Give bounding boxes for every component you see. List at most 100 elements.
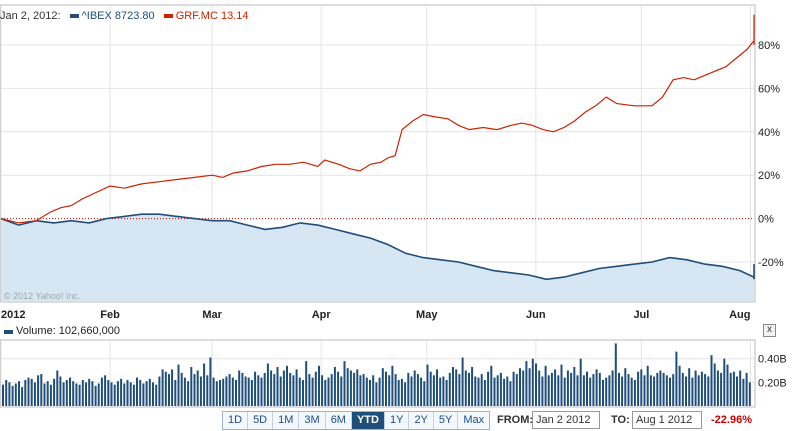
change-percent: -22.96% bbox=[711, 414, 752, 426]
volume-bar bbox=[235, 380, 237, 406]
y-axis-ticks: 80% 60% 40% 20% 0% -20% bbox=[758, 40, 784, 269]
volume-bar bbox=[27, 377, 30, 406]
volume-bar bbox=[573, 367, 576, 406]
volume-bar bbox=[164, 371, 167, 406]
volume-bar bbox=[110, 382, 113, 406]
close-volume-button[interactable]: x bbox=[763, 324, 776, 337]
volume-bar bbox=[669, 377, 671, 406]
volume-bar bbox=[222, 378, 225, 406]
volume-bar bbox=[633, 380, 636, 406]
volume-bar bbox=[215, 381, 218, 406]
range-button-1y[interactable]: 1Y bbox=[384, 412, 410, 429]
volume-bar bbox=[579, 358, 582, 406]
volume-bar bbox=[410, 376, 413, 406]
to-date-input[interactable]: Aug 1 2012 bbox=[632, 411, 702, 429]
volume-bar bbox=[550, 372, 553, 406]
volume-bar bbox=[547, 375, 550, 406]
volume-bar bbox=[132, 384, 135, 406]
legend-grf: GRF.MC 13.14 bbox=[175, 10, 249, 23]
range-button-5y[interactable]: 5Y bbox=[433, 412, 459, 429]
legend: Jan 2, 2012: ^IBEX 8723.80 GRF.MC 13.14 bbox=[0, 10, 248, 22]
volume-bar bbox=[139, 380, 142, 406]
volume-bar bbox=[672, 374, 675, 406]
volume-bar bbox=[490, 365, 493, 406]
volume-bar bbox=[78, 384, 81, 406]
range-button-6m[interactable]: 6M bbox=[325, 412, 352, 429]
volume-bar bbox=[404, 382, 407, 406]
volume-bar bbox=[442, 376, 445, 406]
volume-bar bbox=[385, 371, 387, 406]
volume-bar bbox=[113, 384, 116, 406]
volume-bar bbox=[225, 376, 228, 406]
range-button-3m[interactable]: 3M bbox=[299, 412, 326, 429]
legend-swatch-grf bbox=[163, 14, 173, 19]
volume-bar bbox=[716, 370, 719, 406]
volume-bar bbox=[199, 376, 202, 406]
volume-bar bbox=[570, 372, 573, 406]
volume-bar bbox=[487, 371, 490, 406]
volume-bar bbox=[295, 369, 298, 406]
volume-bar bbox=[62, 382, 65, 406]
volume-bar bbox=[190, 367, 193, 406]
volume-bar bbox=[318, 365, 320, 406]
volume-bar bbox=[471, 367, 474, 406]
volume-bar bbox=[123, 383, 126, 406]
x-tick-label: Feb bbox=[100, 309, 120, 321]
range-button-1m[interactable]: 1M bbox=[273, 412, 300, 429]
volume-bar bbox=[726, 364, 729, 406]
volume-bar bbox=[748, 382, 751, 406]
volume-bar bbox=[713, 363, 716, 406]
volume-bar bbox=[59, 376, 62, 406]
volume-bar bbox=[624, 368, 627, 406]
volume-bar bbox=[97, 383, 100, 406]
range-button-max[interactable]: Max bbox=[458, 412, 490, 429]
volume-bar bbox=[528, 368, 531, 406]
volume-bar bbox=[688, 368, 691, 406]
volume-bar bbox=[257, 375, 260, 406]
volume-bar bbox=[148, 378, 151, 406]
from-label: FROM: bbox=[497, 414, 534, 426]
volume-bar bbox=[512, 371, 515, 406]
volume-bar bbox=[614, 343, 617, 406]
volume-tick-label: 0.40B bbox=[758, 354, 787, 366]
copyright-text: © 2012 Yahoo! Inc. bbox=[4, 291, 80, 301]
volume-bar bbox=[429, 371, 432, 406]
range-button-5d[interactable]: 5D bbox=[248, 412, 274, 429]
volume-bar bbox=[480, 374, 483, 406]
volume-bar bbox=[646, 365, 649, 406]
range-button-2y[interactable]: 2Y bbox=[409, 412, 434, 429]
volume-bar bbox=[477, 377, 480, 406]
range-button-ytd[interactable]: YTD bbox=[351, 412, 385, 429]
volume-bar bbox=[362, 374, 365, 406]
volume-bar bbox=[557, 375, 560, 406]
volume-bar bbox=[474, 376, 477, 406]
x-axis-ticks: 2012 Feb Mar Apr May Jun Jul Aug bbox=[1, 309, 750, 321]
legend-date: Jan 2, 2012: bbox=[0, 10, 61, 23]
volume-bar bbox=[426, 364, 429, 406]
volume-tick-label: 0.20B bbox=[758, 377, 787, 389]
volume-bar bbox=[448, 372, 451, 406]
volume-bar bbox=[171, 369, 174, 406]
volume-bar bbox=[2, 384, 4, 406]
volume-bar bbox=[700, 371, 703, 406]
from-date-input[interactable]: Jan 2 2012 bbox=[532, 411, 600, 429]
volume-bar bbox=[145, 381, 148, 406]
volume-bar bbox=[337, 371, 340, 406]
volume-bar bbox=[260, 377, 263, 406]
volume-bar bbox=[244, 376, 247, 406]
volume-bar bbox=[8, 382, 11, 406]
volume-bar bbox=[174, 380, 177, 406]
x-tick-label: Jul bbox=[633, 309, 649, 321]
volume-bar bbox=[126, 380, 129, 406]
volume-bar bbox=[541, 376, 544, 406]
volume-label-text: Volume: 102,660,000 bbox=[16, 325, 120, 337]
volume-bar bbox=[598, 372, 601, 406]
volume-bar bbox=[69, 377, 71, 406]
volume-bar bbox=[400, 378, 403, 406]
volume-bar bbox=[30, 378, 33, 406]
volume-bar bbox=[158, 376, 161, 406]
range-button-1d[interactable]: 1D bbox=[223, 412, 249, 429]
volume-bar bbox=[691, 377, 694, 406]
volume-bar bbox=[330, 374, 333, 406]
volume-ticks: 0.40B 0.20B bbox=[758, 354, 787, 390]
